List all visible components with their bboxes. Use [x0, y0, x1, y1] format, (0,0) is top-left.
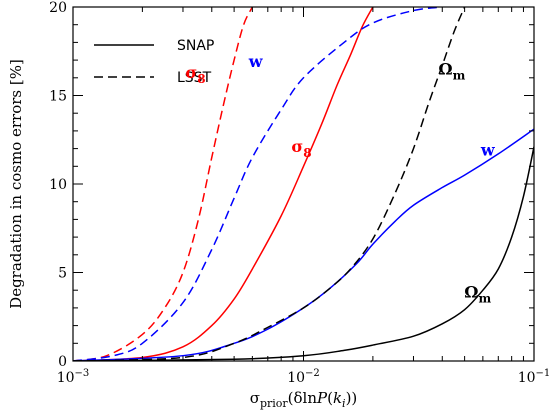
x-axis-title: σprior(δlnP(ki)) [250, 389, 358, 410]
label-sigma8-snap: σ8 [291, 137, 311, 160]
ticks-layer: 0 5 10 15 20 10−3 10−2 10−1 [49, 0, 550, 386]
y-tick-label: 20 [49, 0, 67, 16]
y-tick-label: 0 [58, 354, 67, 370]
legend-label-snap: SNAP [177, 38, 214, 54]
label-omega-m-lsst: Ωm [438, 59, 465, 82]
label-omega-m-snap: Ωm [464, 282, 491, 305]
curves-layer [73, 7, 534, 361]
y-axis-title: Degradation in cosmo errors [%] [7, 59, 25, 309]
label-w-snap: w [480, 141, 496, 160]
y-tick-label: 5 [58, 266, 67, 282]
x-tick-label: 10−3 [57, 368, 90, 386]
series-lsst-sigma8 [73, 7, 254, 361]
label-sigma8-lsst: σ8 [185, 63, 205, 86]
series-snap-sigma8 [73, 7, 374, 361]
series-lsst-w [73, 7, 443, 361]
series-lsst-omega-m [73, 7, 466, 361]
label-w-lsst: w [248, 52, 264, 71]
legend-label-lsst: LSST [177, 70, 212, 86]
legend: SNAP LSST [94, 38, 214, 86]
annotations-layer: σ8 w Ωm σ8 w Ωm [185, 52, 495, 305]
x-tick-label: 10−2 [287, 368, 320, 386]
x-tick-label: 10−1 [518, 368, 551, 386]
series-snap-omega-m [73, 146, 534, 361]
series-snap-w [73, 128, 534, 361]
y-tick-label: 15 [49, 89, 67, 105]
y-tick-label: 10 [49, 177, 67, 193]
